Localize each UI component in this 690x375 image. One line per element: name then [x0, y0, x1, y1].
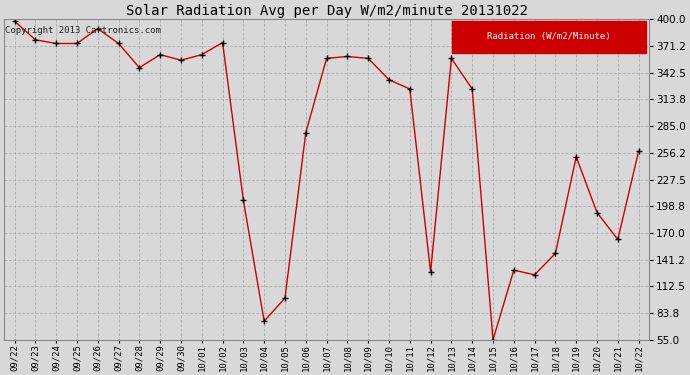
- Bar: [453, 21, 646, 53]
- Text: Radiation (W/m2/Minute): Radiation (W/m2/Minute): [487, 33, 611, 42]
- Text: Copyright 2013 Cartronics.com: Copyright 2013 Cartronics.com: [6, 26, 161, 35]
- Title: Solar Radiation Avg per Day W/m2/minute 20131022: Solar Radiation Avg per Day W/m2/minute …: [126, 4, 528, 18]
